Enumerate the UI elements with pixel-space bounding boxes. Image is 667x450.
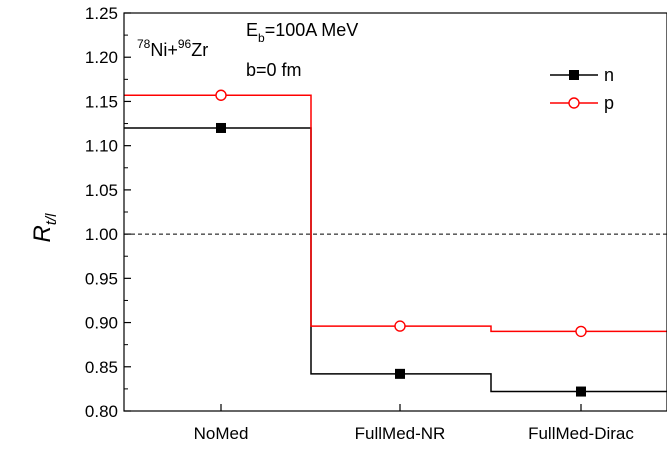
legend-label-p: p: [604, 93, 614, 113]
plot-frame: [123, 12, 667, 412]
data-point-n: [395, 368, 405, 379]
energy-annotation: Eb=100A MeV: [246, 20, 358, 45]
series-line-p: [124, 94, 667, 333]
legend-marker-p: [568, 97, 580, 109]
y-tick-label: 0.90: [85, 314, 118, 333]
data-point-p: [215, 89, 227, 101]
legend-marker-n: [569, 70, 579, 80]
reaction-annotation: 78Ni+96Zr: [137, 37, 208, 60]
y-tick-label: 1.00: [85, 225, 118, 244]
series-group: [124, 89, 667, 397]
y-tick-label: 0.95: [85, 269, 118, 288]
data-point-n: [216, 122, 226, 133]
y-tick-label: 1.10: [85, 137, 118, 156]
x-category-label: FullMed-NR: [355, 424, 446, 443]
data-point-p: [575, 325, 587, 338]
legend: np: [550, 65, 614, 113]
impact-annotation: b=0 fm: [246, 60, 302, 80]
legend-label-n: n: [604, 65, 614, 85]
y-axis-label: Rt/l: [29, 213, 60, 243]
y-tick-label: 1.25: [85, 4, 118, 23]
y-tick-label: 1.15: [85, 92, 118, 111]
data-point-n: [576, 386, 586, 397]
y-tick-label: 1.05: [85, 181, 118, 200]
data-point-p: [394, 320, 406, 332]
y-tick-label: 0.85: [85, 358, 118, 377]
y-axis-ticks: 0.80 0.85 0.90 0.95 1.00 1.05 1.10 1.15 1.20 1.25: [85, 4, 131, 421]
x-category-label: FullMed-Dirac: [528, 424, 634, 443]
y-tick-label: 0.80: [85, 402, 118, 421]
x-axis-ticks: NoMed FullMed-NR FullMed-Dirac: [194, 404, 634, 443]
y-tick-label: 1.20: [85, 48, 118, 67]
series-line-n: [124, 127, 667, 393]
x-category-label: NoMed: [194, 424, 249, 443]
